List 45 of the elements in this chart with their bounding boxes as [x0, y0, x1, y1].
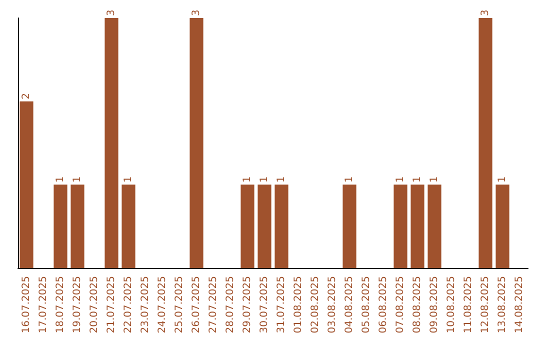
- x-tick-label: 16.07.2025: [21, 276, 32, 334]
- data-label: 1: [395, 176, 406, 183]
- data-label: 1: [344, 176, 355, 183]
- data-label: 1: [276, 176, 287, 183]
- x-tick-label: 03.08.2025: [327, 276, 338, 334]
- x-tick-label: 06.08.2025: [378, 276, 389, 334]
- x-tick-label: 09.08.2025: [429, 276, 440, 334]
- x-tick-label: 27.07.2025: [208, 276, 219, 334]
- data-label: 1: [72, 176, 83, 183]
- x-tick-label: 30.07.2025: [259, 276, 270, 334]
- x-tick-label: 13.08.2025: [497, 276, 508, 334]
- x-tick-label: 18.07.2025: [55, 276, 66, 334]
- x-tick-label: 11.08.2025: [463, 276, 474, 334]
- x-tick-label: 24.07.2025: [157, 276, 168, 334]
- x-tick-label: 05.08.2025: [361, 276, 372, 334]
- data-label: 1: [123, 176, 134, 183]
- x-tick-label: 08.08.2025: [412, 276, 423, 334]
- x-tick-label: 17.07.2025: [38, 276, 49, 334]
- data-label: 1: [429, 176, 440, 183]
- x-tick-label: 20.07.2025: [89, 276, 100, 334]
- data-label: 3: [191, 10, 202, 16]
- x-tick-label: 28.07.2025: [225, 276, 236, 334]
- x-tick-label: 29.07.2025: [242, 276, 253, 334]
- x-tick-label: 19.07.2025: [72, 276, 83, 334]
- x-tick-label: 14.08.2025: [514, 276, 525, 334]
- x-tick-label: 25.07.2025: [174, 276, 185, 334]
- data-label: 1: [497, 176, 508, 183]
- data-label: 3: [480, 10, 491, 16]
- x-tick-label: 21.07.2025: [106, 276, 117, 334]
- x-tick-label: 12.08.2025: [480, 276, 491, 334]
- x-tick-label: 02.08.2025: [310, 276, 321, 334]
- data-label: 3: [106, 10, 117, 16]
- x-tick-label: 23.07.2025: [140, 276, 151, 334]
- x-tick-label: 10.08.2025: [446, 276, 457, 334]
- data-label: 1: [242, 176, 253, 183]
- x-tick-label: 22.07.2025: [123, 276, 134, 334]
- data-label: 1: [55, 176, 66, 183]
- data-label: 1: [259, 176, 270, 183]
- data-label: 2: [21, 92, 32, 100]
- x-tick-label: 04.08.2025: [344, 276, 355, 334]
- x-tick-label: 26.07.2025: [191, 276, 202, 334]
- data-label: 1: [412, 176, 423, 183]
- x-tick-label: 01.08.2025: [293, 276, 304, 334]
- x-tick-label: 31.07.2025: [276, 276, 287, 334]
- x-tick-label: 07.08.2025: [395, 276, 406, 334]
